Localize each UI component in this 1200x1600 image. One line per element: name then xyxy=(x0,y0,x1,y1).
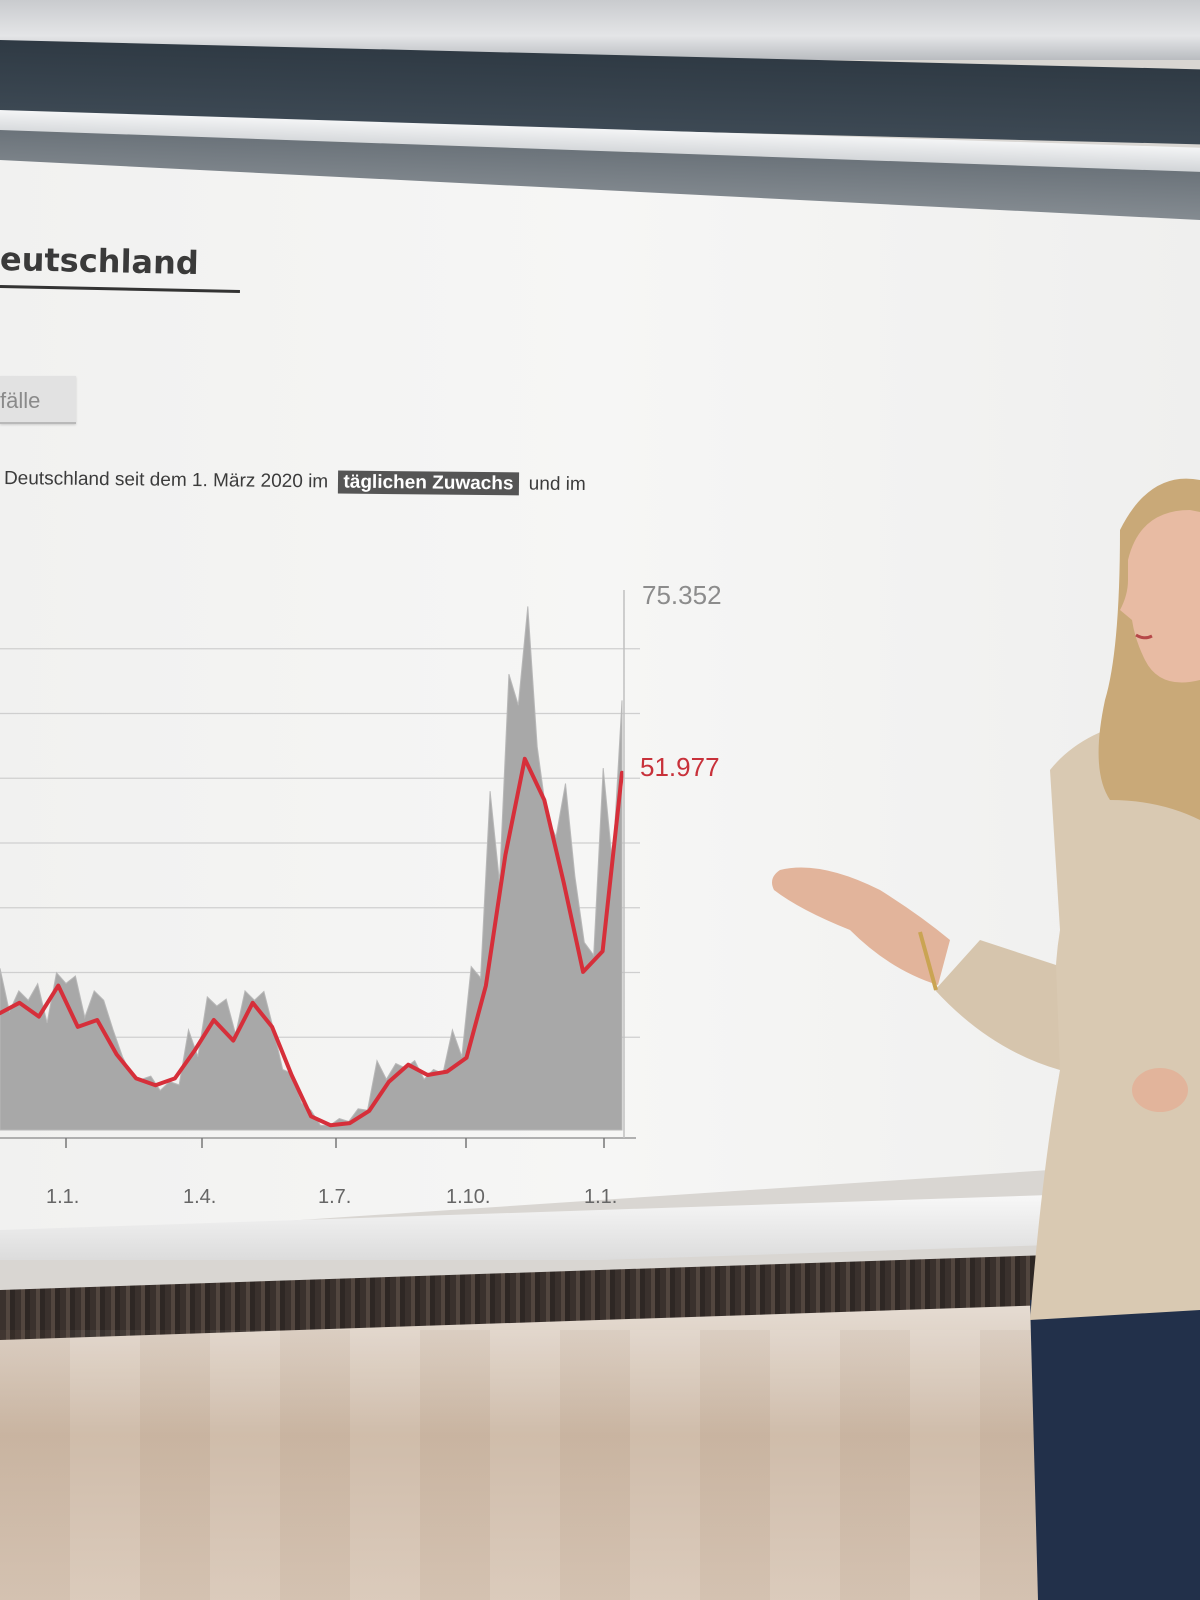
x-tick-label: 1.1. xyxy=(584,1186,618,1208)
presenter-hand xyxy=(772,867,950,985)
peak-value-label: 75.352 xyxy=(642,580,722,610)
presenter-sweater xyxy=(1030,715,1200,1320)
presenter-trousers xyxy=(1030,1300,1200,1600)
x-tick-label: 1.4. xyxy=(183,1186,217,1208)
x-tick-label: 1.7. xyxy=(318,1186,352,1208)
floor-planks xyxy=(0,1330,1200,1600)
page-title: eutschland xyxy=(0,240,200,283)
tab-cases[interactable]: fälle xyxy=(0,376,76,424)
average-value-label: 51.977 xyxy=(640,752,720,782)
presenter xyxy=(772,478,1200,1600)
seven-day-average-line xyxy=(0,756,624,1128)
x-axis-ticks xyxy=(65,1138,605,1148)
presenter-face xyxy=(1120,510,1200,683)
presenter-left-hand xyxy=(1132,1068,1188,1112)
studio-floor xyxy=(0,1300,1200,1600)
presenter-sleeve xyxy=(935,940,1060,1070)
daily-cases-area xyxy=(0,606,623,1131)
subtitle-highlight: täglichen Zuwachs xyxy=(337,470,520,496)
presenter-bracelet xyxy=(918,931,938,991)
x-tick-label: 1.1. xyxy=(46,1186,80,1208)
x-tick-label: 1.10. xyxy=(446,1186,491,1208)
cases-chart xyxy=(0,590,640,1148)
subtitle-text-start: Deutschland seit dem 1. März 2020 im xyxy=(3,468,329,493)
tab-cases-label: fälle xyxy=(0,388,41,413)
presenter-lips xyxy=(1135,633,1153,640)
subtitle-text-end: und im xyxy=(528,473,586,496)
